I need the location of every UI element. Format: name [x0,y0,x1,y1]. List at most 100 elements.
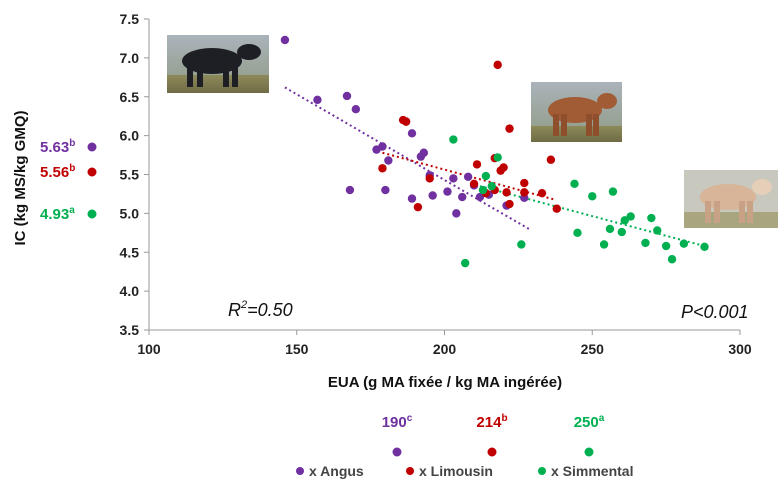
x-tick-label: 100 [137,341,161,357]
simmental-data-point [679,239,689,248]
limousin-mean-eua-marker [487,447,497,457]
r2-base: R [228,300,241,320]
limousin-data-point [537,188,547,198]
simmental-data-point [478,185,488,195]
angus-mean-eua-label: 190c [382,413,413,431]
x-tick-label: 300 [728,341,752,357]
limousin-mean-eua-label: 214b [476,413,507,431]
simmental-data-point [617,227,626,237]
simmental-trend-line [479,185,705,247]
simmental-mean-eua-marker [584,447,594,457]
simmental-data-point [493,153,502,162]
simmental-data-point [641,238,650,248]
x-axis-title: EUA (g MA fixée / kg MA ingérée) [328,374,562,391]
angus-mean-ic-marker [87,142,97,152]
simmental-data-point [605,224,615,234]
angus-data-point [449,174,458,183]
angus-data-point [381,185,390,195]
angus-data-point [458,192,467,202]
simmental-data-point [599,240,609,249]
simmental-data-point [626,212,635,221]
limousin-data-point [425,174,434,183]
simmental-data-point [608,187,618,196]
simmental-legend-marker [538,467,546,475]
simmental-data-point [661,241,671,251]
y-tick-label: 6.0 [120,128,140,144]
angus-data-point [384,156,393,165]
angus-data-point [407,194,417,203]
angus-data-point [345,185,355,195]
simmental-data-point [647,213,656,223]
limousin-legend-label: x Limousin [419,463,493,479]
angus-data-point [428,191,437,200]
angus-mean-eua-marker [392,447,402,457]
y-tick-label: 4.5 [120,244,140,260]
angus-photo [167,35,269,93]
simmental-legend-label: x Simmental [551,463,633,479]
angus-legend-marker [296,467,304,475]
y-tick-label: 4.0 [120,283,140,299]
limousin-mean-ic-label: 5.56b [40,163,75,181]
limousin-data-point [502,188,511,197]
simmental-data-point [570,179,579,189]
y-tick-label: 7.5 [120,11,140,27]
x-tick-label: 250 [581,341,605,357]
simmental-data-point [588,192,597,201]
limousin-data-point [469,179,479,189]
limousin-mean-ic-marker [87,167,97,177]
limousin-legend-marker [406,467,414,475]
limousin-data-point [520,188,529,197]
limousin-photo [531,82,622,142]
angus-data-point [280,35,290,45]
limousin-data-point [401,117,411,126]
limousin-data-point [552,204,561,213]
limousin-data-point [493,60,502,70]
simmental-mean-ic-marker [87,209,97,219]
y-axis-title: IC (kg MS/kg GMQ) [12,110,29,245]
simmental-data-point [667,255,677,264]
angus-legend-label: x Angus [309,463,364,479]
y-tick-label: 6.5 [120,89,140,105]
simmental-data-point [573,228,582,238]
angus-data-point [407,129,417,138]
limousin-data-point [413,202,423,212]
limousin-data-point [378,164,387,173]
simmental-photo [684,170,778,228]
limousin-data-point [505,199,514,209]
x-tick-label: 200 [433,341,457,357]
p-value-annotation: P<0.001 [681,302,749,322]
simmental-data-point [449,135,458,144]
angus-data-point [378,142,387,151]
angus-data-point [342,91,352,101]
simmental-mean-eua-label: 250a [574,413,605,431]
simmental-data-point [700,242,709,252]
limousin-data-point [505,124,514,133]
limousin-data-point [520,178,529,188]
angus-data-point [313,95,322,105]
angus-data-point [351,104,361,114]
simmental-data-point [653,226,662,235]
simmental-data-point [620,216,629,225]
angus-data-point [443,187,452,196]
angus-data-point [463,172,473,182]
simmental-mean-ic-label: 4.93a [40,205,75,223]
simmental-data-point [460,258,470,268]
x-tick-label: 150 [285,341,309,357]
legend: x Angus x Limousin x Simmental [296,463,633,479]
r2-exponent: 2 [240,299,247,311]
limousin-data-point [546,155,556,164]
y-tick-label: 7.0 [120,50,140,66]
y-tick-label: 5.0 [120,205,140,221]
simmental-data-point [487,181,496,191]
y-tick-label: 5.5 [120,167,140,183]
angus-data-point [452,209,461,218]
simmental-data-point [481,171,491,181]
r-squared-annotation: R2=0.50 [228,299,293,320]
limousin-data-point [499,163,508,172]
simmental-data-point [517,240,526,249]
limousin-data-point [472,160,482,169]
angus-data-point [419,148,429,157]
y-tick-label: 3.5 [120,322,140,338]
angus-mean-ic-label: 5.63b [40,138,75,156]
